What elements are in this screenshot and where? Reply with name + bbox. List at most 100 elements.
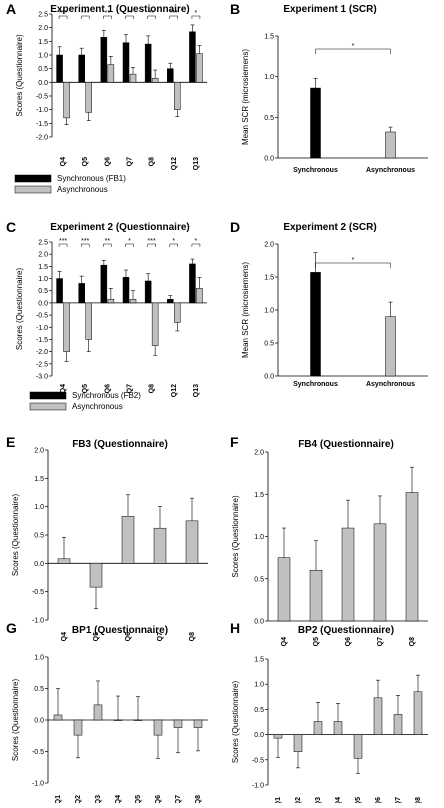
panel-letter: C <box>6 219 16 235</box>
y-tick-label: 2.0 <box>264 242 274 249</box>
significance-bracket <box>80 15 90 19</box>
chart-panel-e: E FB3 (Questionnaire) -1.0 -0.5 0.0 0.5 1.0 1.5… <box>6 434 208 641</box>
bar <box>333 721 343 735</box>
x-category-label: Q4 <box>281 637 288 646</box>
significance-bracket <box>103 243 112 247</box>
panel-letter: A <box>6 1 16 17</box>
panel-letter: G <box>6 620 17 636</box>
x-category-label: Q5 <box>313 637 320 646</box>
y-tick-label: -2.5 <box>36 361 48 368</box>
significance-bracket <box>147 15 156 19</box>
bar <box>85 82 92 113</box>
x-category-label: Q4 <box>61 632 68 641</box>
significance-marker: *** <box>170 10 178 17</box>
bar <box>167 299 174 304</box>
x-category-label: Asynchronous <box>366 167 415 174</box>
y-tick-label: -1.0 <box>36 325 48 332</box>
bar <box>151 302 159 346</box>
y-tick-label: 0.5 <box>254 576 264 583</box>
y-tick-label: 1.5 <box>254 492 264 499</box>
legend-label: Asynchronous <box>57 185 108 194</box>
bar <box>144 280 152 304</box>
bar <box>56 54 63 83</box>
y-tick-label: 0.5 <box>264 115 274 122</box>
y-tick-label: 0.0 <box>38 80 48 87</box>
bar <box>309 570 323 622</box>
bar <box>353 734 363 759</box>
chart-panel-h: H BP2 (Questionnaire) -1.0 -0.5 0.0 0.5 1.0 1.5… <box>230 620 428 806</box>
significance-bracket <box>169 15 179 19</box>
bar <box>189 31 196 83</box>
significance-marker: *** <box>59 10 67 17</box>
y-tick-label: 1.0 <box>264 308 274 315</box>
y-tick-label: 0.5 <box>38 66 48 73</box>
y-tick-label: -1.5 <box>36 337 48 344</box>
bar <box>93 704 103 721</box>
significance-bracket <box>191 243 201 247</box>
y-tick-label: -3.0 <box>36 374 48 381</box>
y-tick-label: 0.5 <box>34 686 44 693</box>
bar <box>405 492 419 622</box>
x-category-label: Q8 <box>149 157 156 166</box>
y-tick-label: 2.0 <box>38 252 48 259</box>
y-axis-label: Scores (Questionnaire) <box>11 679 20 762</box>
y-tick-label: 0.0 <box>254 732 264 739</box>
y-tick-label: 2.0 <box>38 25 48 32</box>
x-category-label: Q7 <box>175 795 182 803</box>
y-tick-label: 1.5 <box>34 476 44 483</box>
chart-title: BP1 (Questionnaire) <box>72 625 168 636</box>
bar <box>78 283 85 304</box>
x-category-label: Asynchronous <box>366 381 415 388</box>
y-tick-label: -0.5 <box>32 589 44 596</box>
x-category-label: Q4 <box>115 795 122 803</box>
bar <box>277 557 291 622</box>
y-tick-label: -2.0 <box>36 135 48 142</box>
x-category-label: Q7 <box>127 384 134 393</box>
chart-title: FB3 (Questionnaire) <box>72 439 168 450</box>
y-axis-label: Scores (Questionnaire) <box>11 494 20 577</box>
significance-marker: *** <box>81 238 89 245</box>
y-tick-label: 0.0 <box>264 374 274 381</box>
significance-bracket <box>147 243 156 247</box>
significance-marker: *** <box>148 238 156 245</box>
x-category-label: Q5 <box>82 384 89 393</box>
y-tick-label: 1.5 <box>264 34 274 41</box>
significance-marker: * <box>195 10 198 17</box>
y-axis-label: Scores (Questionnaire) <box>15 34 24 117</box>
significance-marker: *** <box>81 10 89 17</box>
chart-title: Experiment 1 (Questionnaire) <box>50 4 189 15</box>
bar <box>85 302 92 340</box>
bar <box>196 53 203 83</box>
legend-label: Asynchronous <box>72 402 123 411</box>
x-category-label: Q2 <box>75 795 82 803</box>
chart-title: Experiment 2 (SCR) <box>283 222 376 233</box>
chart-title: BP2 (Questionnaire) <box>298 625 394 636</box>
y-tick-label: -1.5 <box>36 121 48 128</box>
y-axis-label: Mean SCR (microsiemens) <box>241 262 250 358</box>
bar <box>310 87 321 159</box>
bar <box>153 719 163 736</box>
legend-label: Synchronous (FB1) <box>57 174 126 183</box>
significance-bracket <box>125 243 134 247</box>
y-tick-label: 1.0 <box>264 74 274 81</box>
y-tick-label: -1.0 <box>32 781 44 788</box>
legend-swatch <box>14 174 52 183</box>
significance-bracket <box>103 15 112 19</box>
bar <box>373 523 387 622</box>
chart-panel-f: F FB4 (Questionnaire) 0.0 0.5 1.0 1.5 2.0 Score… <box>230 434 428 646</box>
x-category-label: Q5 <box>82 157 89 166</box>
bar <box>185 520 199 564</box>
bar <box>57 558 71 564</box>
chart-panel-a: A Experiment 1 (Questionnaire) -2.0 -1.5 -1.… <box>6 1 207 194</box>
bar <box>129 299 137 304</box>
y-tick-label: 1.5 <box>264 275 274 282</box>
bar <box>310 272 321 377</box>
y-tick-label: 1.5 <box>254 657 264 664</box>
x-category-label: Synchronous <box>293 167 338 174</box>
bar <box>129 73 137 83</box>
bar <box>63 302 70 352</box>
x-category-label: Q8 <box>189 632 196 641</box>
legend-swatch <box>29 402 67 411</box>
bar <box>174 302 181 323</box>
panel-letter: D <box>230 219 240 235</box>
